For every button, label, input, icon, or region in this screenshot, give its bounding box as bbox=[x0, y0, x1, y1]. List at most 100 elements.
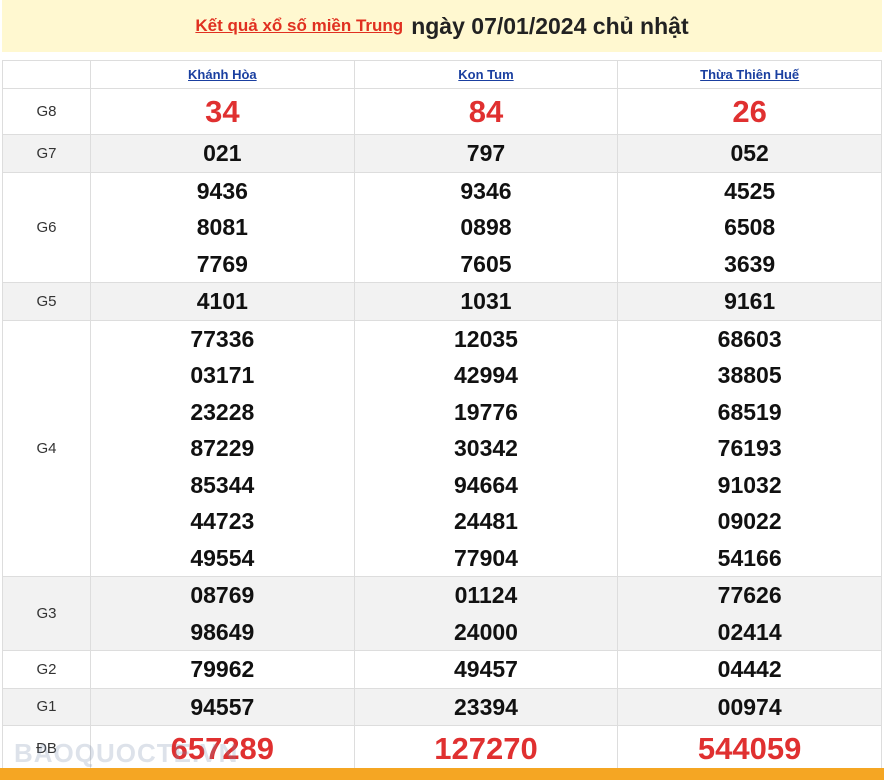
result-number: 94557 bbox=[190, 693, 255, 720]
result-number: 7769 bbox=[196, 250, 248, 277]
corner-cell bbox=[2, 60, 91, 89]
prize-row: G6 9436 8081 7769 9346 0898 7605 4525 6508 3639 bbox=[2, 171, 882, 283]
result-cell: 657289 bbox=[90, 725, 355, 772]
result-number: 12035 bbox=[454, 325, 518, 352]
column-header: Khánh Hòa bbox=[90, 60, 355, 89]
result-number: 38805 bbox=[717, 362, 782, 388]
result-cell: 49457 bbox=[353, 650, 619, 689]
result-number: 49457 bbox=[454, 656, 518, 682]
result-cell: 052 bbox=[617, 134, 882, 173]
prize-row: G1 94557 23394 00974 bbox=[2, 687, 882, 726]
result-cell: 4101 bbox=[90, 282, 355, 321]
result-cell: 9161 bbox=[617, 282, 882, 321]
result-number: 04442 bbox=[717, 656, 782, 682]
result-number: 23394 bbox=[454, 693, 518, 720]
result-number: 94664 bbox=[454, 471, 518, 498]
result-cell: 08769 98649 bbox=[90, 576, 355, 651]
result-cell: 94557 bbox=[90, 687, 355, 726]
result-cell: 127270 bbox=[353, 725, 619, 772]
prize-label: G8 bbox=[2, 88, 91, 135]
result-number: 127270 bbox=[434, 731, 538, 766]
result-number: 09022 bbox=[717, 508, 782, 534]
result-cell: 9346 0898 7605 bbox=[353, 171, 619, 283]
watermark: BAOQUOCTE.VN bbox=[14, 738, 239, 768]
result-number: 23228 bbox=[190, 398, 255, 425]
prize-row: G7 021 797 052 bbox=[2, 134, 882, 173]
result-cell: 84 bbox=[353, 88, 619, 135]
result-number: 24000 bbox=[454, 618, 518, 645]
prize-row: G8 34 84 26 bbox=[2, 88, 882, 135]
result-number: 19776 bbox=[454, 398, 518, 425]
result-number: 657289 bbox=[170, 731, 275, 766]
result-number: 85344 bbox=[190, 471, 255, 498]
result-number: 052 bbox=[730, 140, 769, 166]
province-link[interactable]: Kon Tum bbox=[458, 67, 514, 82]
result-cell: 797 bbox=[353, 134, 619, 173]
result-number: 7605 bbox=[460, 250, 512, 277]
result-number: 00974 bbox=[717, 693, 782, 720]
result-cell: 12035 42994 19776 30342 94664 24481 77904 bbox=[353, 319, 619, 577]
result-number: 4525 bbox=[724, 177, 776, 204]
result-number: 08769 bbox=[190, 582, 255, 608]
footer-bar bbox=[0, 768, 884, 780]
result-cell: 23394 bbox=[353, 687, 619, 726]
prize-label: G5 bbox=[2, 282, 91, 321]
prize-label: G3 bbox=[2, 576, 91, 651]
province-link[interactable]: Thừa Thiên Huế bbox=[700, 67, 800, 82]
result-number: 3639 bbox=[724, 250, 776, 277]
column-header: Kon Tum bbox=[353, 60, 619, 89]
result-cell: 4525 6508 3639 bbox=[617, 171, 882, 283]
result-number: 797 bbox=[466, 140, 506, 166]
result-cell: 04442 bbox=[617, 650, 882, 689]
result-number: 87229 bbox=[190, 435, 255, 461]
header: Kết quả xổ số miền Trung ngày 07/01/2024… bbox=[2, 0, 882, 52]
result-cell: 79962 bbox=[90, 650, 355, 689]
result-number: 54166 bbox=[717, 544, 782, 571]
result-number: 84 bbox=[468, 94, 504, 129]
result-number: 24481 bbox=[454, 508, 518, 534]
results-table: Khánh Hòa Kon Tum Thừa Thiên Huế G8 34 84 26 G… bbox=[2, 60, 882, 772]
result-number: 4101 bbox=[196, 288, 248, 314]
result-cell: 544059 bbox=[617, 725, 882, 772]
result-number: 9346 bbox=[460, 177, 512, 204]
result-number: 77904 bbox=[454, 544, 518, 571]
result-cell: 26 bbox=[617, 88, 882, 135]
header-row: Khánh Hòa Kon Tum Thừa Thiên Huế bbox=[2, 60, 882, 89]
prize-row: G4 77336 03171 23228 87229 85344 44723 49554 120… bbox=[2, 319, 882, 577]
result-number: 01124 bbox=[454, 582, 518, 608]
result-number: 26 bbox=[732, 94, 767, 129]
result-cell: 01124 24000 bbox=[353, 576, 619, 651]
result-number: 79962 bbox=[190, 656, 255, 682]
prize-label: ĐB bbox=[2, 725, 91, 772]
province-link[interactable]: Khánh Hòa bbox=[188, 67, 257, 82]
prize-label: G6 bbox=[2, 171, 91, 283]
result-number: 544059 bbox=[697, 731, 802, 766]
result-number: 9161 bbox=[724, 288, 776, 314]
result-number: 77626 bbox=[717, 582, 782, 608]
result-cell: 68603 38805 68519 76193 91032 09022 54166 bbox=[617, 319, 882, 577]
date-title: ngày 07/01/2024 chủ nhật bbox=[411, 12, 689, 39]
result-number: 68603 bbox=[717, 325, 782, 352]
result-number: 021 bbox=[203, 140, 242, 166]
result-number: 30342 bbox=[454, 435, 518, 461]
region-link[interactable]: Kết quả xổ số miền Trung bbox=[195, 16, 404, 35]
prize-row: G5 4101 1031 9161 bbox=[2, 282, 882, 321]
prize-label: G1 bbox=[2, 687, 91, 726]
result-number: 68519 bbox=[717, 398, 782, 425]
column-header: Thừa Thiên Huế bbox=[617, 60, 882, 89]
prize-row: G3 08769 98649 01124 24000 77626 02414 bbox=[2, 576, 882, 651]
result-number: 98649 bbox=[190, 618, 255, 645]
result-number: 42994 bbox=[454, 362, 518, 388]
result-number: 34 bbox=[205, 94, 240, 129]
result-cell: 9436 8081 7769 bbox=[90, 171, 355, 283]
result-cell: 1031 bbox=[353, 282, 619, 321]
result-cell: 77336 03171 23228 87229 85344 44723 49554 bbox=[90, 319, 355, 577]
prize-row: G2 79962 49457 04442 bbox=[2, 650, 882, 689]
result-number: 44723 bbox=[190, 508, 255, 534]
result-number: 49554 bbox=[190, 544, 255, 571]
result-number: 1031 bbox=[460, 288, 512, 314]
prize-label: G2 bbox=[2, 650, 91, 689]
result-number: 6508 bbox=[724, 214, 776, 240]
result-cell: 34 bbox=[90, 88, 355, 135]
